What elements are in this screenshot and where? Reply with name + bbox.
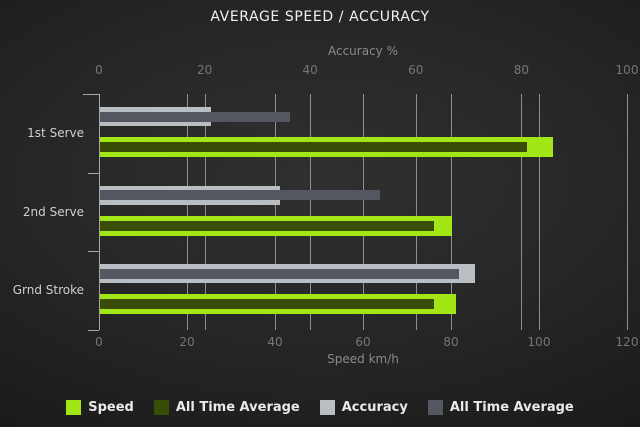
all-time-average-bar: [100, 268, 459, 279]
bottom-axis-gridline: [627, 94, 628, 330]
bottom-axis-gridline: [451, 94, 452, 330]
category-axis-tick: [88, 251, 99, 253]
legend-swatch: [66, 399, 82, 415]
all-time-average-bar: [100, 220, 435, 231]
legend-swatch: [319, 399, 335, 415]
category-axis-tick: [83, 94, 99, 95]
bottom-axis-gridline: [363, 94, 364, 330]
legend-label: All Time Average: [175, 399, 300, 415]
bottom-axis-tick-label: 20: [179, 335, 195, 349]
top-axis-title: Accuracy %: [327, 44, 398, 58]
chart-legend: Speed All Time Average Accuracy All Time Av…: [0, 396, 640, 418]
top-axis-tick-label: 60: [408, 63, 424, 77]
top-axis-tick-label: 40: [302, 63, 318, 77]
bottom-axis-tick-label: 40: [267, 335, 283, 349]
bottom-axis-tick-label: 100: [527, 335, 551, 349]
top-axis-tick-label: 100: [615, 63, 639, 77]
top-axis-gridline: [204, 94, 206, 330]
category-axis-tick: [88, 330, 99, 331]
legend-item-speed[interactable]: Speed: [66, 399, 134, 415]
legend-label: All Time Average: [449, 399, 574, 415]
bottom-axis-gridline: [275, 94, 276, 330]
bottom-axis-tick-label: 80: [443, 335, 459, 349]
legend-swatch: [153, 399, 169, 415]
bottom-axis-tick-label: 0: [95, 335, 103, 349]
category-label: 1st Serve: [27, 126, 84, 140]
all-time-average-bar: [100, 190, 380, 201]
legend-item-accuracy[interactable]: Accuracy: [319, 399, 408, 415]
bottom-axis-title: Speed km/h: [327, 352, 399, 366]
legend-item-all-time-average[interactable]: All Time Average: [427, 399, 574, 415]
legend-swatch: [427, 399, 443, 415]
category-label: 2nd Serve: [22, 204, 84, 219]
all-time-average-bar: [100, 299, 435, 310]
bottom-axis-tick-label: 120: [615, 335, 639, 349]
chart-title: AVERAGE SPEED / ACCURACY: [210, 9, 430, 25]
bottom-axis-gridline: [187, 94, 188, 330]
top-axis-gridline: [310, 94, 312, 330]
category-axis-line: [99, 94, 100, 330]
bottom-axis-tick-label: 60: [355, 335, 371, 349]
top-axis-gridline: [521, 94, 523, 330]
top-axis-tick-label: 20: [196, 63, 213, 77]
top-axis-tick-label: 0: [95, 63, 103, 77]
legend-label: Speed: [88, 399, 134, 415]
category-axis-tick: [88, 172, 99, 174]
all-time-average-bar: [100, 142, 527, 152]
top-axis-gridline: [415, 94, 417, 330]
category-label: Grnd Stroke: [12, 283, 84, 298]
bottom-axis-gridline: [539, 94, 540, 330]
legend-item-all-time-average[interactable]: All Time Average: [153, 399, 300, 415]
legend-label: Accuracy: [341, 399, 408, 415]
top-axis-tick-label: 80: [513, 63, 530, 77]
all-time-average-bar: [100, 111, 291, 122]
